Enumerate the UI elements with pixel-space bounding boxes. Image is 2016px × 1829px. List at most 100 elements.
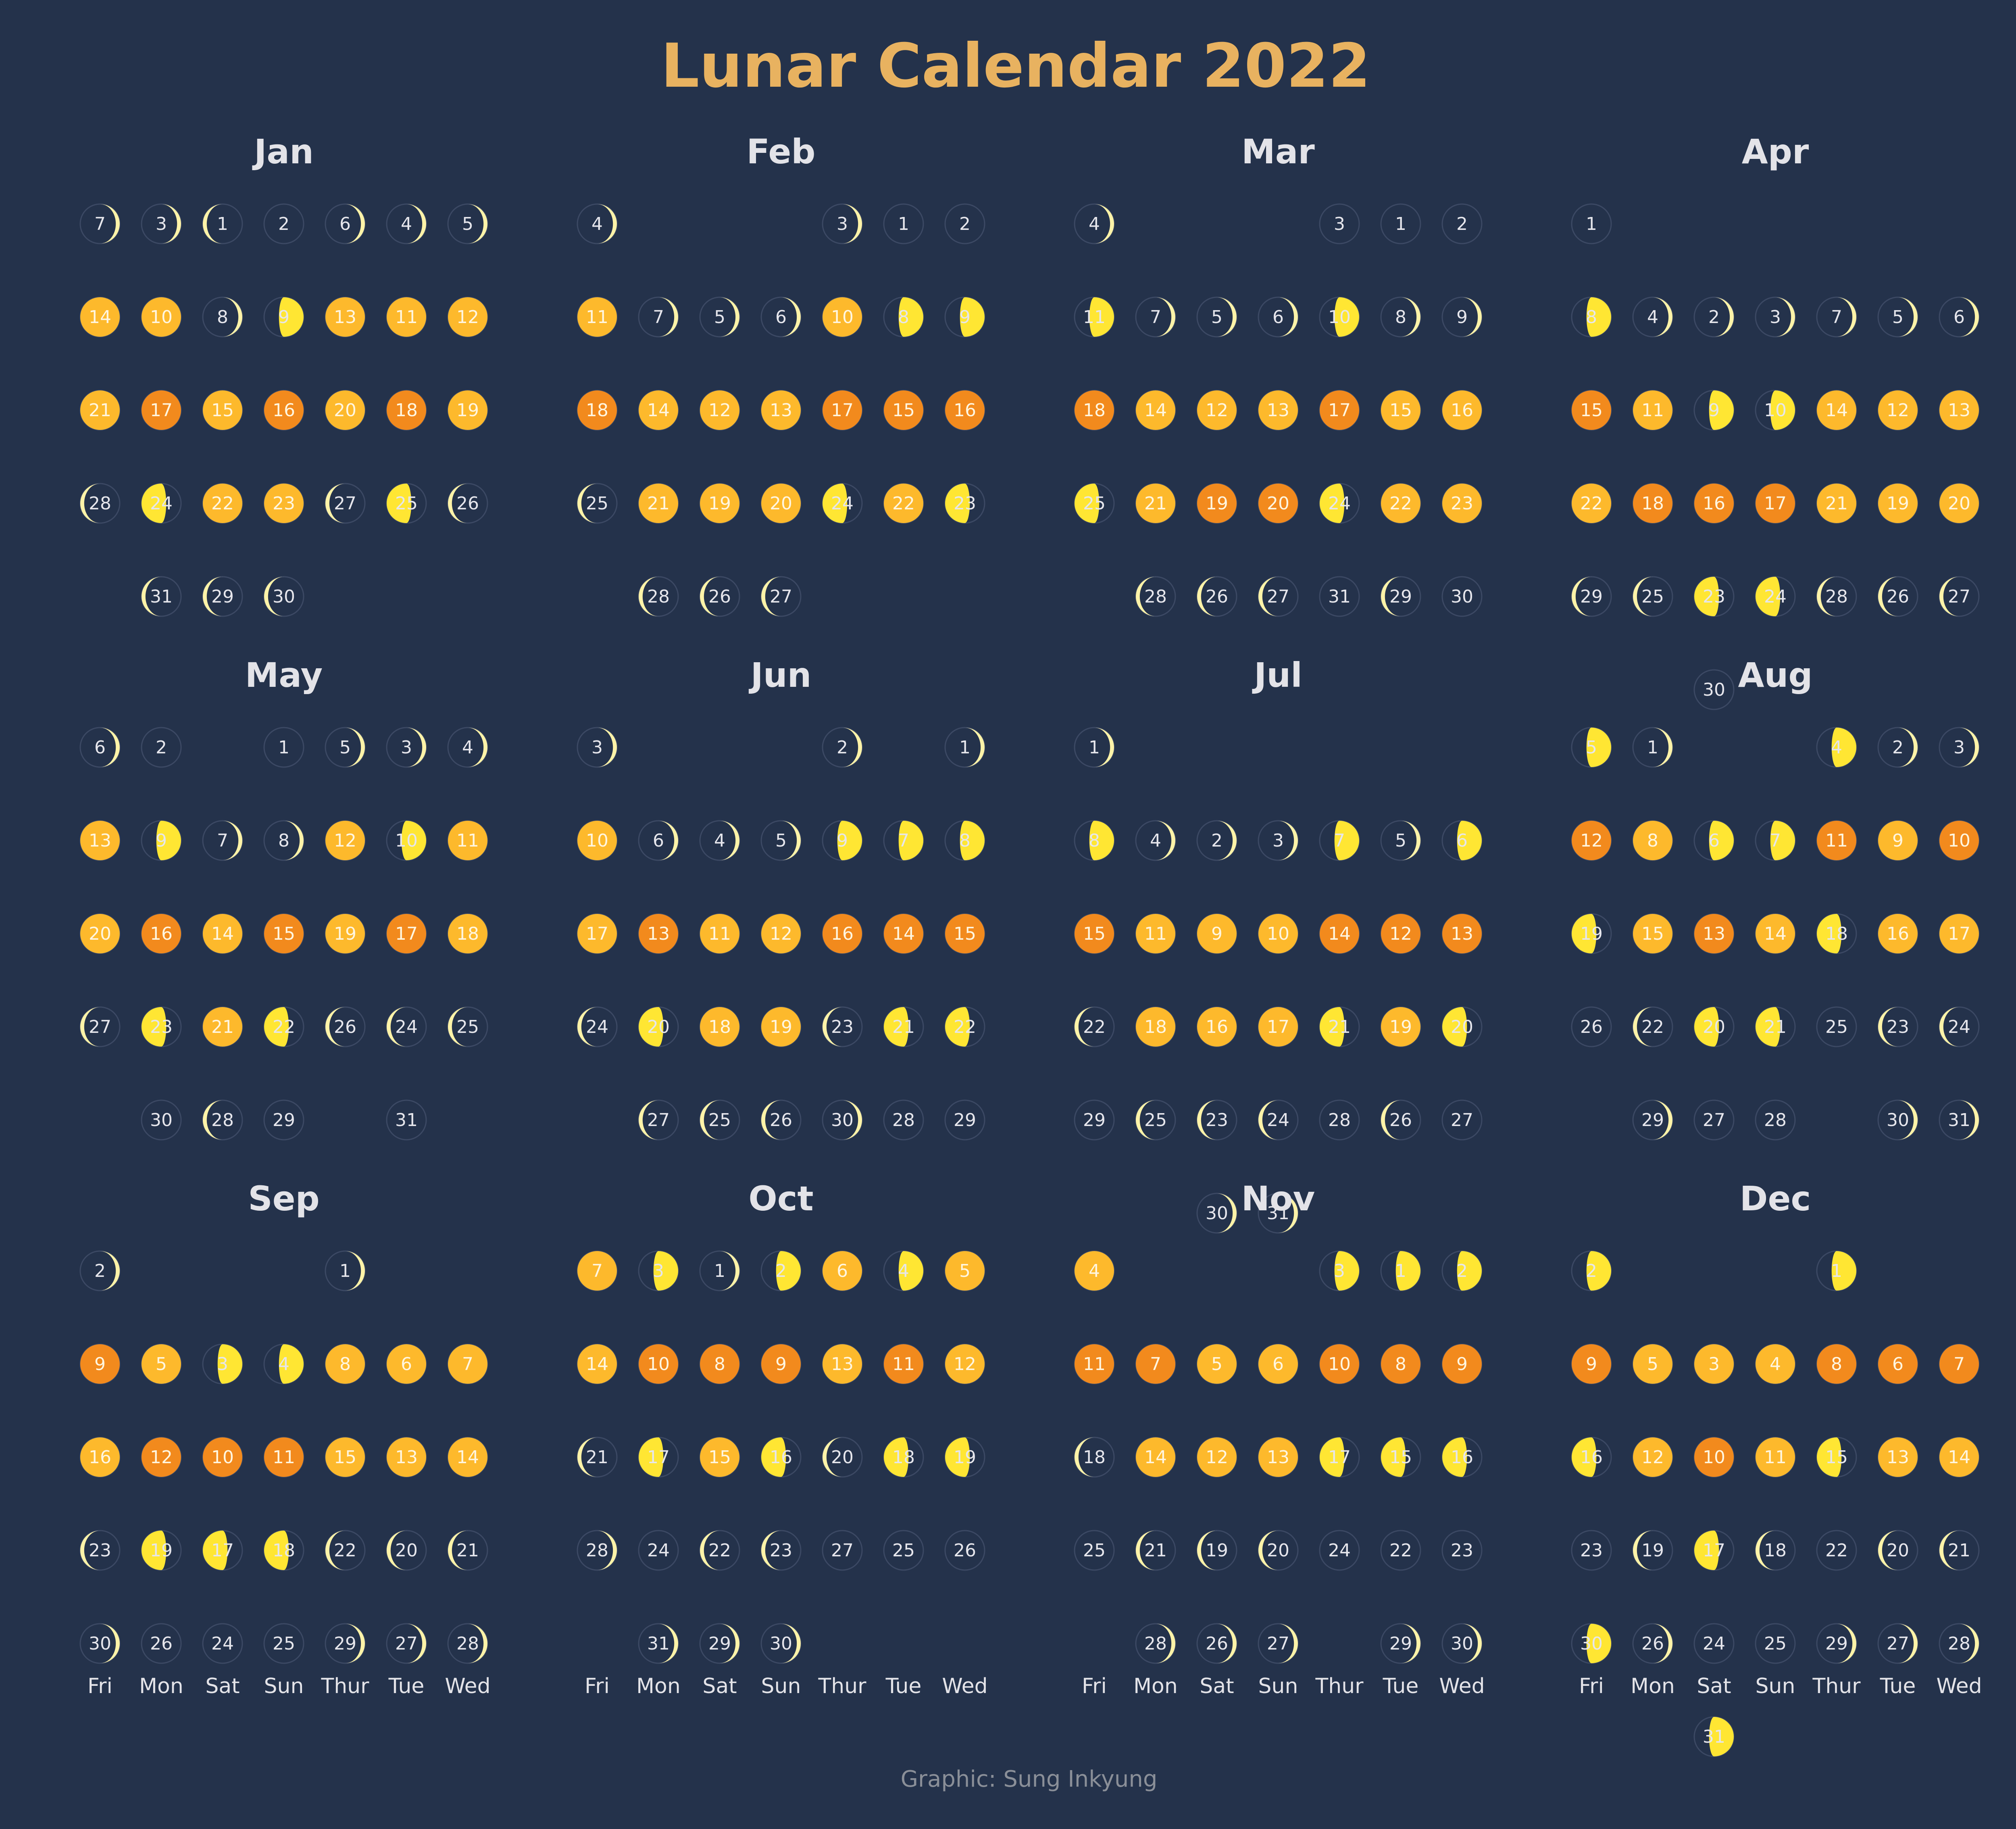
moon-lit-part <box>1334 821 1359 860</box>
moon-day: 3 <box>1319 1250 1360 1291</box>
moon-lit-part <box>1442 1007 1467 1047</box>
day-number: 11 <box>1144 924 1167 944</box>
moon-lit-part <box>1898 297 1918 337</box>
moon-outline <box>1441 203 1483 244</box>
moon-day: 18 <box>699 1006 740 1047</box>
moon-day: 25 <box>1074 483 1115 524</box>
day-number: 8 <box>714 1354 725 1374</box>
moon-gibbous <box>1381 1007 1420 1047</box>
moon-day: 9 <box>944 296 985 338</box>
moon-day: 4 <box>1816 727 1857 768</box>
day-number: 9 <box>959 307 971 327</box>
moon-day: 26 <box>699 576 740 617</box>
day-number: 2 <box>94 1261 106 1281</box>
day-number: 16 <box>1887 924 1909 944</box>
day-number: 9 <box>1456 1354 1468 1374</box>
moon-day: 11 <box>263 1437 304 1478</box>
moon-gibbous <box>639 390 678 430</box>
day-number: 2 <box>775 1261 787 1281</box>
day-number: 16 <box>954 400 976 421</box>
day-number: 13 <box>1887 1447 1909 1468</box>
moon-day: 11 <box>1816 820 1857 861</box>
moon-day: 21 <box>1816 483 1857 524</box>
moon-outline <box>944 203 985 244</box>
month-label: Oct <box>748 1179 813 1218</box>
moon-outline <box>1571 203 1612 244</box>
moon-gibbous <box>203 390 242 430</box>
moon-full <box>1694 1437 1734 1477</box>
moon-lit-part <box>468 204 487 244</box>
moon-day: 15 <box>1571 390 1612 431</box>
moon-day: 7 <box>1135 296 1176 338</box>
day-number: 1 <box>1647 737 1658 758</box>
moon-gibbous <box>80 1437 120 1477</box>
moon-day: 31 <box>1319 576 1360 617</box>
moon-day: 11 <box>447 820 488 861</box>
moon-day: 18 <box>386 390 427 431</box>
moon-full <box>142 914 181 953</box>
moon-day: 21 <box>1135 483 1176 524</box>
day-number: 23 <box>1451 1540 1473 1561</box>
day-number: 4 <box>1089 1261 1100 1281</box>
day-number: 21 <box>1948 1540 1970 1561</box>
day-number: 6 <box>1456 830 1468 851</box>
moon-day: 5 <box>141 1343 182 1385</box>
moon-day: 30 <box>1441 1623 1483 1664</box>
moon-lit-part <box>1320 484 1345 523</box>
day-number: 1 <box>714 1261 725 1281</box>
day-number: 21 <box>211 1017 234 1037</box>
moon-gibbous <box>387 297 426 337</box>
day-number: 19 <box>1206 1540 1228 1561</box>
moon-day: 12 <box>325 820 366 861</box>
moon-lit-part <box>1258 577 1278 616</box>
moon-day: 20 <box>79 913 121 954</box>
moon-day: 21 <box>1755 1006 1796 1047</box>
day-number: 10 <box>211 1447 234 1468</box>
moon-day: 28 <box>1319 1099 1360 1141</box>
moon-day: 31 <box>386 1099 427 1141</box>
moon-lit-part <box>325 1531 345 1570</box>
moon-day: 23 <box>79 1530 121 1571</box>
day-number: 24 <box>211 1633 234 1654</box>
day-number: 19 <box>1389 1017 1412 1037</box>
moon-lit-part <box>658 1624 678 1663</box>
weekday-label: Sat <box>205 1674 240 1698</box>
moon-lit-part <box>142 1007 167 1047</box>
moon-lit-part <box>1694 1007 1719 1047</box>
day-number: 7 <box>1150 307 1161 327</box>
moon-day: 2 <box>1196 820 1237 861</box>
moon-day: 9 <box>1877 820 1918 861</box>
day-number: 17 <box>1948 924 1970 944</box>
moon-day: 8 <box>1074 820 1115 861</box>
day-number: 5 <box>1647 1354 1658 1374</box>
day-number: 25 <box>1825 1017 1848 1037</box>
weekday-label: Sun <box>1258 1674 1298 1698</box>
moon-day: 6 <box>1441 820 1483 861</box>
day-number: 12 <box>1206 1447 1228 1468</box>
moon-lit-part <box>1633 577 1653 616</box>
moon-lit-part <box>577 1007 597 1047</box>
moon-day: 29 <box>1380 1623 1421 1664</box>
moon-day: 14 <box>1939 1437 1980 1478</box>
moon-gibbous <box>1694 1344 1734 1384</box>
moon-day: 9 <box>760 1343 802 1385</box>
day-number: 19 <box>456 400 479 421</box>
day-number: 15 <box>334 1447 356 1468</box>
moon-full <box>1075 1344 1114 1384</box>
moon-gibbous <box>448 297 487 337</box>
moon-day: 25 <box>883 1530 924 1571</box>
moon-lit-part <box>761 1100 781 1140</box>
day-number: 9 <box>156 830 167 851</box>
moon-day: 10 <box>1319 296 1360 338</box>
moon-day: 17 <box>822 390 863 431</box>
moon-lit-part <box>1756 1531 1775 1570</box>
moon-full <box>1633 484 1672 523</box>
moon-day: 30 <box>1693 669 1735 710</box>
day-number: 28 <box>1764 1110 1787 1130</box>
day-number: 21 <box>456 1540 479 1561</box>
day-number: 29 <box>1825 1633 1848 1654</box>
moon-day: 4 <box>263 1343 304 1385</box>
moon-day: 5 <box>1196 296 1237 338</box>
moon-full <box>1694 484 1734 523</box>
day-number: 27 <box>1451 1110 1473 1130</box>
